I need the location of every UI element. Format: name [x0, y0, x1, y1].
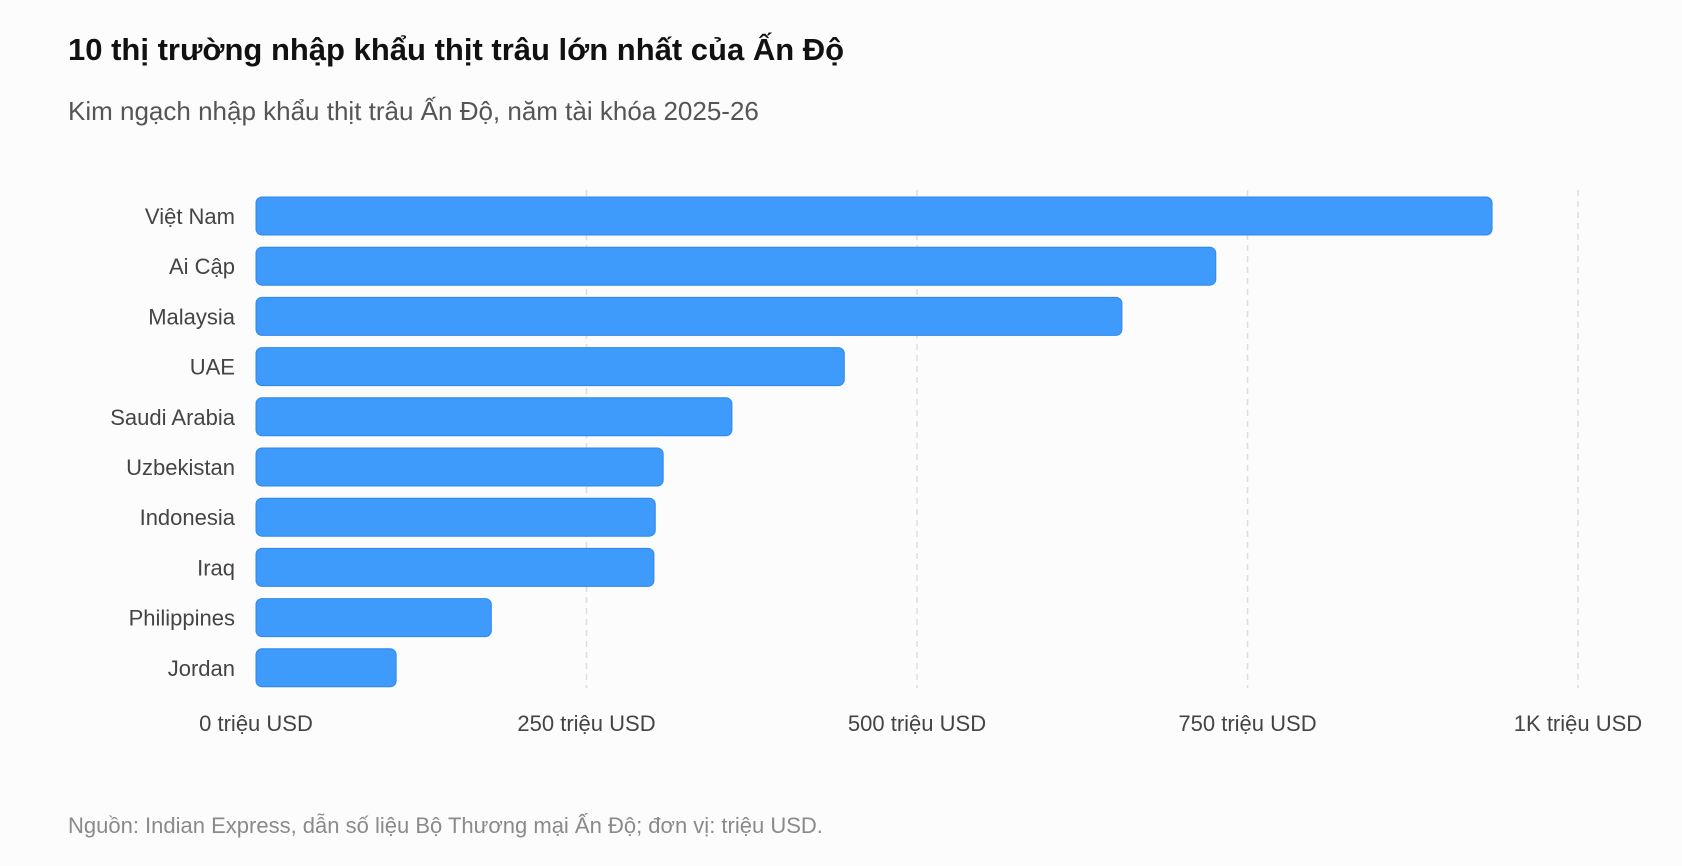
bar	[255, 347, 845, 387]
bar	[255, 547, 655, 587]
bar	[255, 196, 1493, 236]
x-tick-label: 250 triệu USD	[517, 711, 655, 736]
x-tick-label: 0 triệu USD	[199, 711, 313, 736]
source-note: Nguồn: Indian Express, dẫn số liệu Bộ Th…	[68, 813, 823, 838]
category-label: Ai Cập	[169, 254, 235, 279]
x-tick-label: 1K triệu USD	[1514, 711, 1642, 736]
bars	[255, 196, 1493, 688]
bar	[255, 598, 492, 638]
category-labels: Việt Nam Ai Cập Malaysia UAE Saudi Arabia Uzb…	[110, 204, 236, 681]
category-label: Saudi Arabia	[110, 405, 236, 430]
category-label: UAE	[190, 355, 235, 380]
category-label: Uzbekistan	[126, 455, 235, 480]
bar	[255, 648, 397, 688]
bar	[255, 296, 1123, 336]
bar	[255, 246, 1217, 286]
category-label: Iraq	[197, 555, 235, 580]
category-label: Việt Nam	[145, 204, 235, 229]
chart-subtitle: Kim ngạch nhập khẩu thịt trâu Ấn Độ, năm…	[68, 96, 759, 126]
category-label: Philippines	[129, 606, 235, 631]
bar	[255, 447, 664, 487]
x-tick-label: 500 triệu USD	[848, 711, 986, 736]
bar	[255, 497, 656, 537]
category-label: Jordan	[168, 656, 235, 681]
x-tick-label: 750 triệu USD	[1178, 711, 1316, 736]
chart-title: 10 thị trường nhập khẩu thịt trâu lớn nh…	[68, 32, 845, 67]
category-label: Malaysia	[148, 304, 236, 329]
x-axis-ticks: 0 triệu USD 250 triệu USD 500 triệu USD 750…	[199, 711, 1642, 736]
bar	[255, 397, 733, 437]
category-label: Indonesia	[140, 505, 236, 530]
